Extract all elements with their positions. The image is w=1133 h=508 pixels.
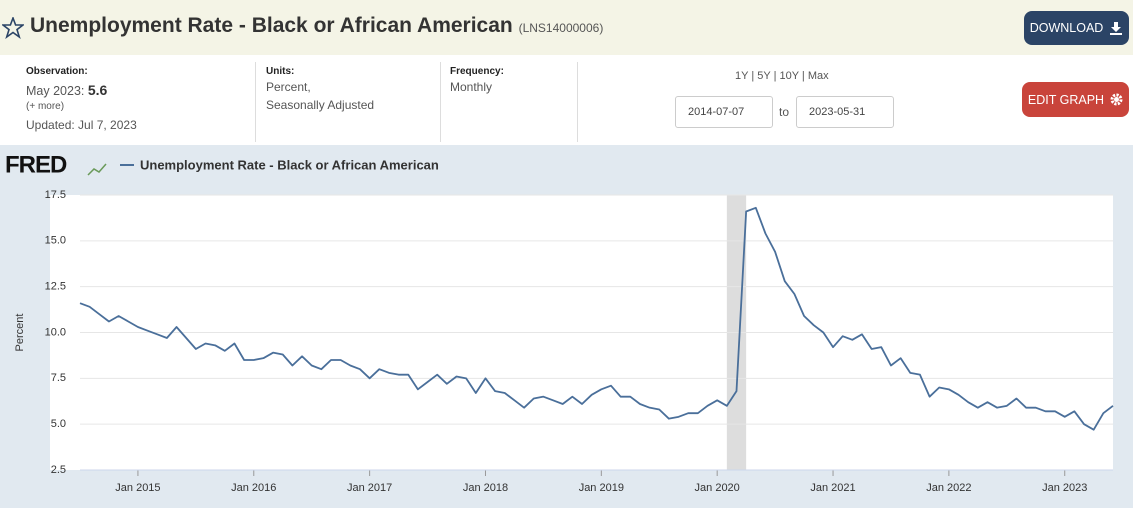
separator xyxy=(255,62,256,142)
to-label: to xyxy=(779,105,790,119)
chart: FRED 2.5 5.0 7.5 10.0 12.5 15.0 17.5 Jan 2015 Ja… xyxy=(0,145,1133,508)
legend-label: Unemployment Rate - Black or African Ame… xyxy=(140,157,439,172)
range-link[interactable]: Max xyxy=(807,70,829,82)
more-link[interactable]: (+ more) xyxy=(26,101,65,112)
favorite-star[interactable] xyxy=(2,17,24,39)
y-tick-label: 2.5 xyxy=(51,464,66,476)
x-tick-label: Jan 2015 xyxy=(115,482,160,494)
y-tick-label: 17.5 xyxy=(45,189,66,201)
y-tick-label: 5.0 xyxy=(51,418,66,430)
end-date-input[interactable]: 2023-05-31 xyxy=(796,96,894,128)
y-tick-label: 10.0 xyxy=(45,326,66,338)
y-axis-label: Percent xyxy=(14,314,26,352)
page-title: Unemployment Rate - Black or African Ame… xyxy=(30,14,603,38)
x-tick-label: Jan 2016 xyxy=(231,482,276,494)
y-tick-label: 7.5 xyxy=(51,372,66,384)
x-tick-label: Jan 2018 xyxy=(463,482,508,494)
data-line xyxy=(79,206,1114,431)
title-text: Unemployment Rate - Black or African Ame… xyxy=(30,14,513,37)
range-link[interactable]: 1Y xyxy=(735,70,749,82)
x-tick-label: Jan 2023 xyxy=(1042,482,1087,494)
x-tick-label: Jan 2019 xyxy=(579,482,624,494)
range-separator: | xyxy=(798,70,808,82)
range-separator: | xyxy=(748,70,758,82)
units-value: Seasonally Adjusted xyxy=(266,98,375,112)
frequency-value: Monthly xyxy=(450,80,493,94)
frequency-label: Frequency: xyxy=(450,66,504,77)
header-bar xyxy=(0,0,1133,55)
edit-label: EDIT GRAPH xyxy=(1027,92,1105,107)
separator xyxy=(577,62,578,142)
range-links: 1Y | 5Y | 10Y | Max xyxy=(735,70,829,82)
edit-graph-button[interactable]: EDIT GRAPH xyxy=(1022,82,1129,117)
units-value: Percent, xyxy=(266,80,311,94)
start-date-input[interactable]: 2014-07-07 xyxy=(675,96,773,128)
range-separator: | xyxy=(770,70,780,82)
download-icon xyxy=(1110,22,1123,35)
x-tick-label: Jan 2021 xyxy=(810,482,855,494)
separator xyxy=(440,62,441,142)
logo-icon xyxy=(87,163,107,176)
updated-date: Updated: Jul 7, 2023 xyxy=(26,118,137,132)
observation-value: 5.6 xyxy=(87,82,108,98)
fred-logo: FRED xyxy=(5,151,67,178)
gear-icon xyxy=(1110,93,1123,106)
x-tick-label: Jan 2020 xyxy=(695,482,740,494)
observation-label: Observation: xyxy=(26,66,88,77)
range-link[interactable]: 5Y xyxy=(757,70,771,82)
download-label: DOWNLOAD xyxy=(1029,21,1104,35)
range-link[interactable]: 10Y xyxy=(779,70,799,82)
x-tick-label: Jan 2022 xyxy=(926,482,971,494)
y-tick-label: 12.5 xyxy=(45,281,66,293)
observation-date: May 2023: xyxy=(26,84,85,98)
download-button[interactable]: DOWNLOAD xyxy=(1024,11,1129,45)
y-tick-label: 15.0 xyxy=(45,235,66,247)
x-tick-label: Jan 2017 xyxy=(347,482,392,494)
series-id: (LNS14000006) xyxy=(518,21,604,35)
units-label: Units: xyxy=(266,66,295,77)
